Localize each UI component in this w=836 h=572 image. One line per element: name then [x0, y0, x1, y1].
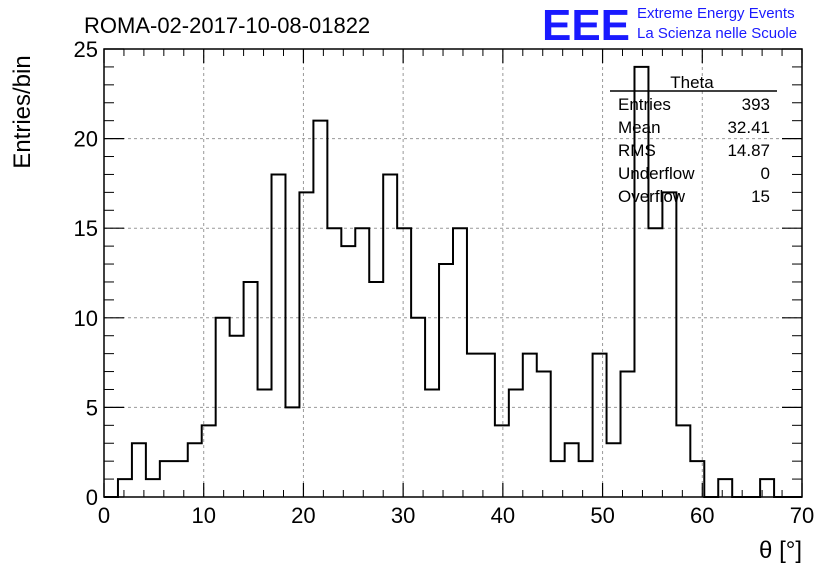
histogram-bin — [425, 389, 439, 497]
histogram-bin — [607, 443, 621, 497]
histogram-bin — [174, 461, 188, 497]
tick-labels: 0 10 20 30 40 50 60 70 0 5 10 15 20 25 — [74, 37, 815, 528]
histogram-bin — [146, 479, 160, 497]
histogram-bin — [216, 318, 230, 497]
y-tick-label: 20 — [74, 127, 98, 152]
x-tick-label: 30 — [391, 503, 415, 528]
logo-line-1: Extreme Energy Events — [637, 5, 795, 22]
histogram-bin — [397, 228, 411, 497]
y-tick-label: 5 — [86, 395, 98, 420]
logo-mark: EEE — [542, 1, 630, 50]
eee-logo: EEE Extreme Energy Events La Scienza nel… — [542, 1, 797, 50]
histogram-bin — [118, 479, 132, 497]
histogram-bin — [230, 336, 244, 497]
histogram-bin — [579, 461, 593, 497]
histogram-bin — [411, 318, 425, 497]
histogram-bins — [118, 67, 774, 497]
stats-label: RMS — [618, 141, 656, 160]
histogram-bin — [662, 192, 676, 497]
histogram-bin — [690, 461, 704, 497]
histogram-bin — [160, 461, 174, 497]
y-tick-label: 15 — [74, 216, 98, 241]
histogram-bin — [523, 354, 537, 497]
y-tick-label: 0 — [86, 485, 98, 510]
stats-box: Theta Entries 393 Mean 32.41 RMS 14.87 Underfl… — [610, 73, 777, 206]
histogram-bin — [285, 407, 299, 497]
x-tick-label: 20 — [291, 503, 315, 528]
histogram-bin — [495, 425, 509, 497]
histogram-bin — [537, 372, 551, 497]
stats-value: 0 — [761, 164, 770, 183]
histogram-bin — [551, 461, 565, 497]
stats-name: Theta — [670, 73, 714, 92]
histogram-bin — [676, 425, 690, 497]
histogram-bin — [132, 443, 146, 497]
histogram-bin — [593, 354, 607, 497]
x-tick-label: 70 — [790, 503, 814, 528]
histogram-bin — [760, 479, 774, 497]
histogram-bin — [621, 372, 635, 497]
x-tick-label: 10 — [191, 503, 215, 528]
x-axis-title: θ [°] — [759, 537, 802, 564]
y-tick-label: 25 — [74, 37, 98, 62]
histogram-bin — [341, 246, 355, 497]
histogram-bin — [244, 282, 258, 497]
logo-line-2: La Scienza nelle Scuole — [637, 25, 797, 42]
histogram-bin — [648, 228, 662, 497]
y-axis-title: Entries/bin — [9, 55, 36, 168]
histogram-bin — [439, 264, 453, 497]
histogram-bin — [509, 389, 523, 497]
stats-label: Overflow — [618, 187, 686, 206]
x-tick-label: 60 — [690, 503, 714, 528]
histogram-bin — [258, 389, 272, 497]
histogram-bin — [467, 354, 481, 497]
histogram-bin — [718, 479, 732, 497]
histogram-bin — [188, 443, 202, 497]
stats-value: 393 — [742, 95, 770, 114]
x-tick-label: 0 — [98, 503, 110, 528]
histogram-bin — [327, 228, 341, 497]
x-tick-label: 50 — [590, 503, 614, 528]
histogram-bin — [202, 425, 216, 497]
chart-title: ROMA-02-2017-10-08-01822 — [84, 13, 370, 38]
stats-label: Mean — [618, 118, 661, 137]
histogram-bin — [313, 121, 327, 497]
histogram-bin — [383, 174, 397, 497]
stats-label: Entries — [618, 95, 671, 114]
histogram-bin — [272, 174, 286, 497]
histogram-bin — [355, 228, 369, 497]
stats-value: 15 — [751, 187, 770, 206]
stats-value: 14.87 — [727, 141, 770, 160]
histogram-outline — [104, 65, 802, 498]
stats-value: 32.41 — [727, 118, 770, 137]
plot-frame — [103, 48, 803, 498]
histogram-bin — [453, 228, 467, 497]
histogram-bin — [481, 354, 495, 497]
stats-rows: Entries 393 Mean 32.41 RMS 14.87 Underflow 0 Ove… — [618, 95, 770, 206]
histogram-bin — [369, 282, 383, 497]
histogram-bin — [565, 443, 579, 497]
grid-lines — [104, 49, 802, 497]
x-tick-label: 40 — [491, 503, 515, 528]
stats-label: Underflow — [618, 164, 695, 183]
histogram-bin — [299, 192, 313, 497]
y-tick-label: 10 — [74, 306, 98, 331]
